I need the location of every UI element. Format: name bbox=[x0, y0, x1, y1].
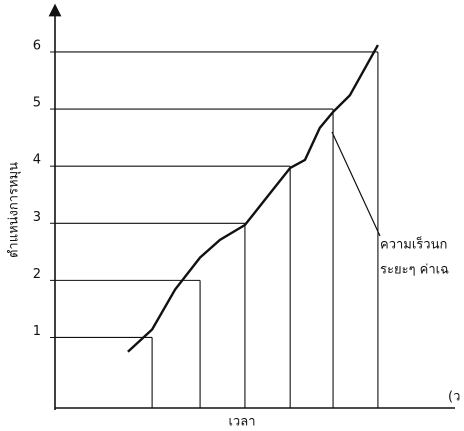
y-tick-label: 1 bbox=[33, 324, 41, 339]
y-axis-title: ตำแหน่งการหมุน bbox=[7, 162, 22, 258]
y-tick-label: 3 bbox=[33, 210, 41, 225]
x-axis-title: เวลา bbox=[228, 415, 255, 430]
x-unit: (ว bbox=[448, 390, 460, 405]
y-tick-label: 2 bbox=[33, 267, 41, 282]
chart: ตำแหน่งการหมุน เวลา (ว ความเร็วนก ระยะๆ … bbox=[0, 0, 464, 431]
annotation: ความเร็วนก bbox=[380, 235, 447, 253]
y-tick-label: 5 bbox=[33, 96, 41, 111]
annotation-arrow bbox=[332, 132, 380, 236]
y-tick-label: 4 bbox=[33, 153, 41, 168]
data-line bbox=[128, 45, 378, 352]
y-tick-label: 6 bbox=[33, 38, 41, 53]
annotation: ระยะๆ ค่าเฉ bbox=[380, 263, 449, 278]
